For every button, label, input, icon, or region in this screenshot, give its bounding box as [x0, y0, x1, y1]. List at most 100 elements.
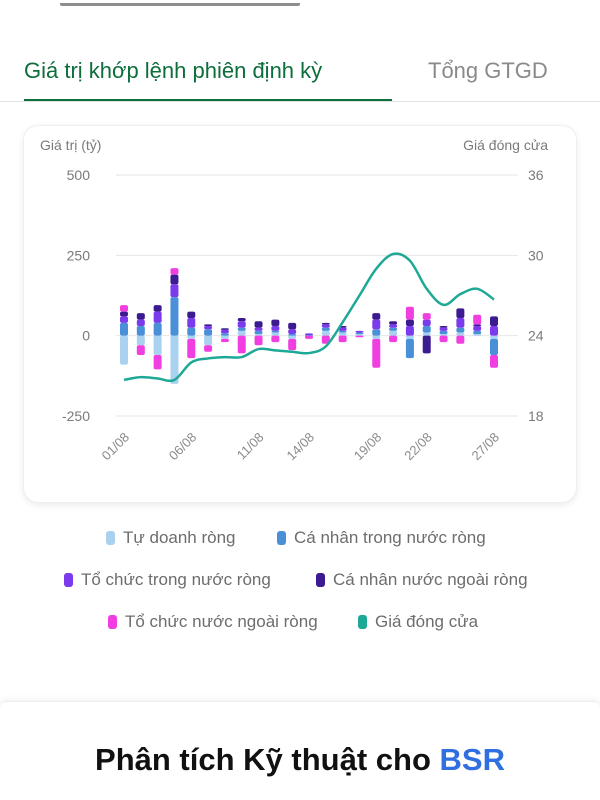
bar-segment-to-chuc-nuoc-ngoai	[372, 338, 381, 368]
active-tab-indicator	[24, 99, 392, 101]
right-tick-label: 24	[528, 328, 544, 344]
bar-segment-to-chuc-trong-nuoc	[220, 329, 229, 334]
bar-segment-to-chuc-nuoc-ngoai	[405, 306, 414, 320]
bar-segment-tu-doanh	[170, 335, 179, 384]
legend-label: Tổ chức nước ngoài ròng	[125, 612, 318, 631]
bar-segment-to-chuc-trong-nuoc	[456, 317, 465, 328]
legend-label: Tổ chức trong nước ròng	[81, 570, 271, 589]
bar-segment-ca-nhan-trong-nuoc	[372, 329, 381, 336]
bar-segment-ca-nhan-trong-nuoc	[490, 338, 498, 355]
bar-segment-to-chuc-trong-nuoc	[473, 326, 482, 331]
left-tick-label: -250	[62, 408, 90, 424]
bar-segment-tu-doanh	[338, 332, 347, 336]
bar-segment-to-chuc-trong-nuoc	[271, 326, 280, 331]
left-tick-label: 0	[82, 328, 90, 344]
bar-segment-tu-doanh	[439, 334, 448, 336]
bar-segment-ca-nhan-nuoc-ngoai	[456, 308, 465, 318]
bar-segment-to-chuc-nuoc-ngoai	[187, 338, 196, 359]
bar-segment-ca-nhan-nuoc-ngoai	[237, 317, 246, 322]
x-tick-label: 19/08	[351, 430, 385, 464]
bar-segment-ca-nhan-nuoc-ngoai	[405, 319, 414, 327]
bar-segment-tu-doanh	[422, 332, 431, 336]
bar-segment-to-chuc-nuoc-ngoai	[271, 335, 280, 343]
tab-total-trading-value[interactable]: Tổng GTGD	[428, 58, 548, 83]
bar-segment-tu-doanh	[288, 335, 297, 339]
legend-label: Cá nhân trong nước ròng	[294, 528, 486, 547]
bar-segment-ca-nhan-trong-nuoc	[120, 322, 128, 336]
bar-segment-tu-doanh	[321, 330, 330, 336]
legend-swatch	[277, 531, 286, 545]
bar-segment-to-chuc-trong-nuoc	[439, 327, 448, 331]
bar-segment-ca-nhan-nuoc-ngoai	[120, 311, 128, 317]
legend-swatch	[108, 615, 117, 629]
bar-segment-to-chuc-nuoc-ngoai	[237, 335, 246, 354]
bar-segment-ca-nhan-trong-nuoc	[321, 327, 330, 331]
x-tick-label: 06/08	[166, 430, 200, 464]
left-tick-label: 500	[67, 167, 91, 183]
bar-segment-to-chuc-nuoc-ngoai	[422, 313, 431, 320]
bar-segment-ca-nhan-nuoc-ngoai	[439, 326, 448, 328]
legend-item-ca-nhan-nuoc-ngoai[interactable]: Cá nhân nước ngoài ròng	[316, 570, 528, 590]
bar-segment-tu-doanh	[389, 330, 398, 336]
bar-segment-ca-nhan-nuoc-ngoai	[490, 316, 498, 327]
bar-segment-ca-nhan-nuoc-ngoai	[220, 328, 229, 330]
bar-segment-to-chuc-trong-nuoc	[120, 316, 128, 323]
legend-swatch	[64, 573, 73, 587]
bar-segment-tu-doanh	[405, 335, 414, 339]
bar-segment-to-chuc-nuoc-ngoai	[120, 305, 128, 312]
bar-segment-to-chuc-nuoc-ngoai	[170, 268, 179, 275]
close-price-line	[123, 252, 495, 383]
right-axis-title: Giá đóng cửa	[463, 137, 548, 153]
chart-legend: Tự doanh ròng Cá nhân trong nước ròng Tổ c…	[0, 520, 600, 650]
bar-segment-tu-doanh	[153, 335, 162, 355]
bar-segment-to-chuc-trong-nuoc	[305, 333, 313, 336]
bar-segment-ca-nhan-trong-nuoc	[338, 330, 347, 333]
bar-segment-ca-nhan-nuoc-ngoai	[473, 324, 482, 327]
section-title-prefix: Phân tích Kỹ thuật cho	[95, 742, 431, 777]
bar-segment-to-chuc-trong-nuoc	[170, 284, 179, 298]
right-tick-label: 18	[528, 408, 544, 424]
legend-item-ca-nhan-trong-nuoc[interactable]: Cá nhân trong nước ròng	[277, 528, 486, 548]
bar-segment-to-chuc-trong-nuoc	[389, 324, 398, 328]
bar-segment-to-chuc-trong-nuoc	[490, 326, 498, 336]
legend-item-to-chuc-nuoc-ngoai[interactable]: Tổ chức nước ngoài ròng	[108, 612, 318, 632]
bar-segment-to-chuc-nuoc-ngoai	[456, 335, 465, 344]
trading-value-chart: Giá trị (tỷ) Giá đóng cửa 500 36 250 30 0 24 -25…	[40, 137, 548, 464]
legend-item-gia-dong-cua[interactable]: Giá đóng cửa	[358, 612, 478, 632]
bar-segment-ca-nhan-trong-nuoc	[220, 333, 229, 336]
bar-segment-to-chuc-trong-nuoc	[187, 317, 196, 328]
bar-segment-ca-nhan-nuoc-ngoai	[254, 321, 263, 328]
bar-segment-tu-doanh	[254, 334, 263, 336]
bar-segment-ca-nhan-trong-nuoc	[422, 326, 431, 333]
bar-segment-ca-nhan-nuoc-ngoai	[187, 311, 196, 318]
bar-segment-ca-nhan-trong-nuoc	[271, 330, 280, 333]
bar-segment-ca-nhan-trong-nuoc	[187, 327, 196, 336]
legend-item-tu-doanh[interactable]: Tự doanh ròng	[106, 528, 236, 548]
bar-segment-ca-nhan-trong-nuoc	[237, 327, 246, 331]
legend-item-to-chuc-trong-nuoc[interactable]: Tổ chức trong nước ròng	[64, 570, 271, 590]
legend-label: Tự doanh ròng	[123, 528, 236, 547]
x-tick-label: 01/08	[99, 430, 133, 464]
bar-segment-to-chuc-nuoc-ngoai	[305, 335, 313, 339]
technical-analysis-card: Phân tích Kỹ thuật cho BSR	[0, 702, 600, 800]
bar-segment-tu-doanh	[120, 335, 128, 365]
legend-swatch	[316, 573, 325, 587]
bar-segment-ca-nhan-nuoc-ngoai	[321, 322, 330, 325]
legend-label: Cá nhân nước ngoài ròng	[333, 570, 528, 589]
bar-segment-tu-doanh	[187, 335, 196, 339]
bar-segment-tu-doanh	[271, 332, 280, 336]
legend-swatch	[358, 615, 367, 629]
bar-segment-to-chuc-trong-nuoc	[338, 327, 347, 331]
bar-segment-ca-nhan-nuoc-ngoai	[288, 322, 297, 330]
bar-segment-to-chuc-nuoc-ngoai	[220, 338, 229, 343]
bar-segment-to-chuc-trong-nuoc	[204, 326, 213, 330]
bar-segment-ca-nhan-trong-nuoc	[204, 329, 213, 336]
stock-symbol[interactable]: BSR	[439, 742, 505, 777]
tab-periodic-matched-value[interactable]: Giá trị khớp lệnh phiên định kỳ	[24, 58, 323, 83]
x-tick-label: 27/08	[469, 430, 503, 464]
bar-segment-tu-doanh	[220, 335, 229, 339]
bar-segment-ca-nhan-trong-nuoc	[389, 327, 398, 331]
bar-segment-ca-nhan-nuoc-ngoai	[204, 324, 213, 327]
bar-segment-to-chuc-nuoc-ngoai	[254, 335, 263, 346]
bar-segment-ca-nhan-trong-nuoc	[288, 334, 297, 336]
